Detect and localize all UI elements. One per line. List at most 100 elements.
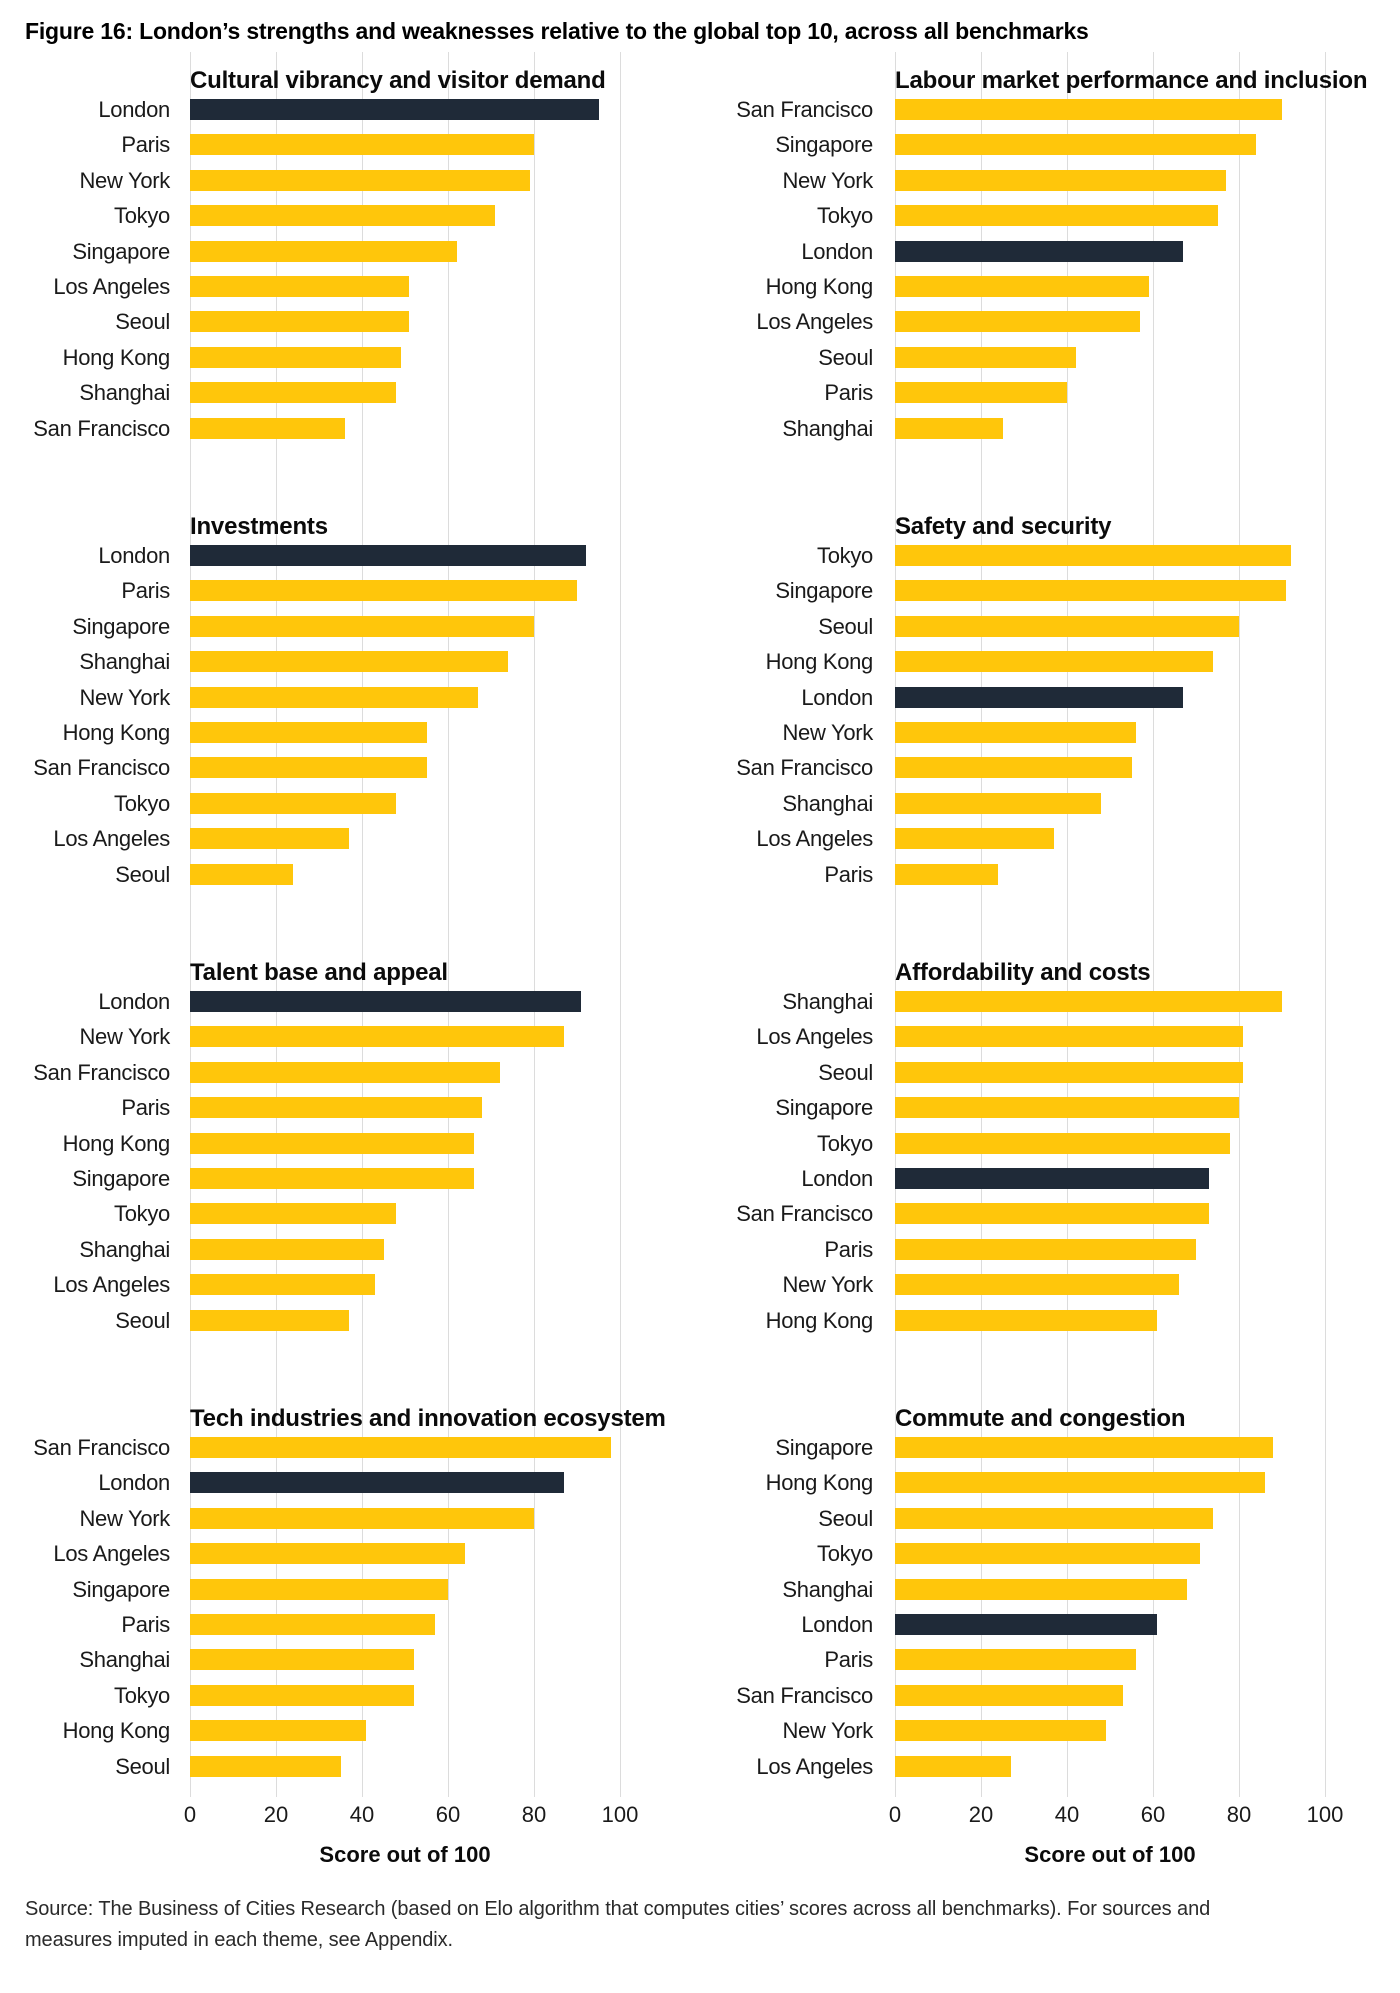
bar bbox=[190, 686, 479, 708]
bar-row: Paris bbox=[700, 382, 1400, 417]
bar-row: Shanghai bbox=[30, 1649, 700, 1684]
bar-track bbox=[895, 686, 1325, 708]
bar-track bbox=[190, 651, 620, 673]
gridline bbox=[1067, 944, 1068, 1390]
bar-rows: San Francisco Singapore New York Tokyo Londo… bbox=[700, 99, 1400, 453]
bar-rows: London Paris Singapore Shanghai New York Hong… bbox=[30, 545, 700, 899]
bar-track bbox=[190, 1132, 620, 1154]
source-note: Source: The Business of Cities Research … bbox=[25, 1898, 1211, 1951]
bar bbox=[895, 1543, 1201, 1565]
bar-track bbox=[190, 275, 620, 297]
city-label: San Francisco bbox=[33, 1059, 170, 1085]
bar-track bbox=[895, 205, 1325, 227]
gridline bbox=[448, 944, 449, 1390]
city-label: Shanghai bbox=[79, 1236, 170, 1262]
gridline bbox=[1153, 498, 1154, 944]
bar-track bbox=[895, 417, 1325, 439]
city-label: Singapore bbox=[72, 613, 170, 639]
bar bbox=[895, 1309, 1158, 1331]
bar-row: New York bbox=[700, 719, 1400, 757]
bar bbox=[190, 169, 530, 191]
gridline bbox=[1239, 944, 1240, 1390]
bar-row: Tokyo bbox=[700, 1543, 1400, 1578]
chart-title: Affordability and costs bbox=[895, 959, 1151, 986]
bar-track bbox=[895, 1543, 1325, 1565]
bar-row: Seoul bbox=[700, 346, 1400, 382]
city-label: Singapore bbox=[72, 1576, 170, 1602]
chart-title: Investments bbox=[190, 513, 328, 540]
bar-row: Seoul bbox=[700, 1061, 1400, 1097]
bar-track bbox=[190, 580, 620, 602]
x-axis-tick: 20 bbox=[968, 1802, 994, 1827]
bar-london bbox=[895, 1167, 1209, 1189]
bar-row: Paris bbox=[30, 580, 700, 615]
x-axis-ticks: 0 20 40 60 80 100 bbox=[184, 1802, 638, 1830]
city-label: Los Angeles bbox=[53, 1541, 170, 1567]
bar bbox=[190, 1578, 448, 1600]
x-axis-tick: 80 bbox=[1226, 1802, 1252, 1827]
chart-safety-and-security: Safety and security Tokyo Singapore Seoul Ho… bbox=[700, 498, 1400, 944]
city-label: Paris bbox=[121, 1095, 170, 1121]
bar-row: Los Angeles bbox=[30, 275, 700, 311]
bar bbox=[895, 1437, 1274, 1458]
city-label: Singapore bbox=[775, 578, 873, 604]
gridline bbox=[895, 52, 896, 498]
city-label: San Francisco bbox=[736, 1682, 873, 1708]
bar-row: Seoul bbox=[30, 1753, 700, 1791]
bar-track bbox=[895, 99, 1325, 120]
city-label: San Francisco bbox=[736, 755, 873, 781]
bar-row: New York bbox=[30, 169, 700, 205]
city-label: Paris bbox=[824, 1236, 873, 1262]
bar bbox=[895, 615, 1239, 637]
bar bbox=[895, 863, 999, 885]
bar-row: Shanghai bbox=[30, 1236, 700, 1274]
bar bbox=[895, 275, 1149, 297]
city-label: New York bbox=[79, 1505, 170, 1531]
city-label: Paris bbox=[121, 578, 170, 604]
city-label: Singapore bbox=[72, 1165, 170, 1191]
city-label: Los Angeles bbox=[756, 826, 873, 852]
bar-row: Singapore bbox=[30, 240, 700, 276]
bar-row: Tokyo bbox=[700, 545, 1400, 580]
bar-track bbox=[190, 134, 620, 156]
bar bbox=[190, 1507, 534, 1529]
bar bbox=[190, 1167, 474, 1189]
chart-title: Cultural vibrancy and visitor demand bbox=[190, 67, 606, 94]
x-axis-tick: 100 bbox=[1306, 1802, 1344, 1827]
city-label: Seoul bbox=[115, 1753, 170, 1779]
bar-track bbox=[895, 1578, 1325, 1600]
bar bbox=[190, 1720, 367, 1742]
gridlines bbox=[895, 52, 1326, 498]
city-label: Shanghai bbox=[79, 1647, 170, 1673]
bar-row: San Francisco bbox=[30, 1437, 700, 1472]
city-label: Shanghai bbox=[782, 790, 873, 816]
bar-row: Tokyo bbox=[30, 1684, 700, 1720]
city-label: San Francisco bbox=[33, 755, 170, 781]
bar-london bbox=[895, 1613, 1158, 1635]
bar-track bbox=[895, 1684, 1325, 1706]
bar bbox=[895, 1507, 1214, 1529]
city-label: Paris bbox=[824, 380, 873, 406]
bar-track bbox=[190, 417, 620, 439]
bar bbox=[895, 1132, 1231, 1154]
city-label: Seoul bbox=[115, 861, 170, 887]
gridlines bbox=[895, 944, 1326, 1390]
gridlines bbox=[190, 944, 621, 1390]
city-label: New York bbox=[782, 719, 873, 745]
bar-track bbox=[895, 382, 1325, 404]
bar-track bbox=[895, 1167, 1325, 1189]
gridline bbox=[362, 52, 363, 498]
city-label: Paris bbox=[824, 1647, 873, 1673]
bar-track bbox=[895, 651, 1325, 673]
bar-track bbox=[190, 615, 620, 637]
bar bbox=[895, 1097, 1239, 1119]
bar-row: Tokyo bbox=[30, 792, 700, 828]
city-label: Paris bbox=[824, 861, 873, 887]
gridline bbox=[981, 944, 982, 1390]
bar-track bbox=[190, 99, 620, 120]
city-label: New York bbox=[79, 684, 170, 710]
bar-row: New York bbox=[30, 1505, 700, 1543]
bar bbox=[895, 417, 1003, 439]
bar-row: Seoul bbox=[30, 1309, 700, 1345]
city-label: London bbox=[98, 1470, 170, 1496]
